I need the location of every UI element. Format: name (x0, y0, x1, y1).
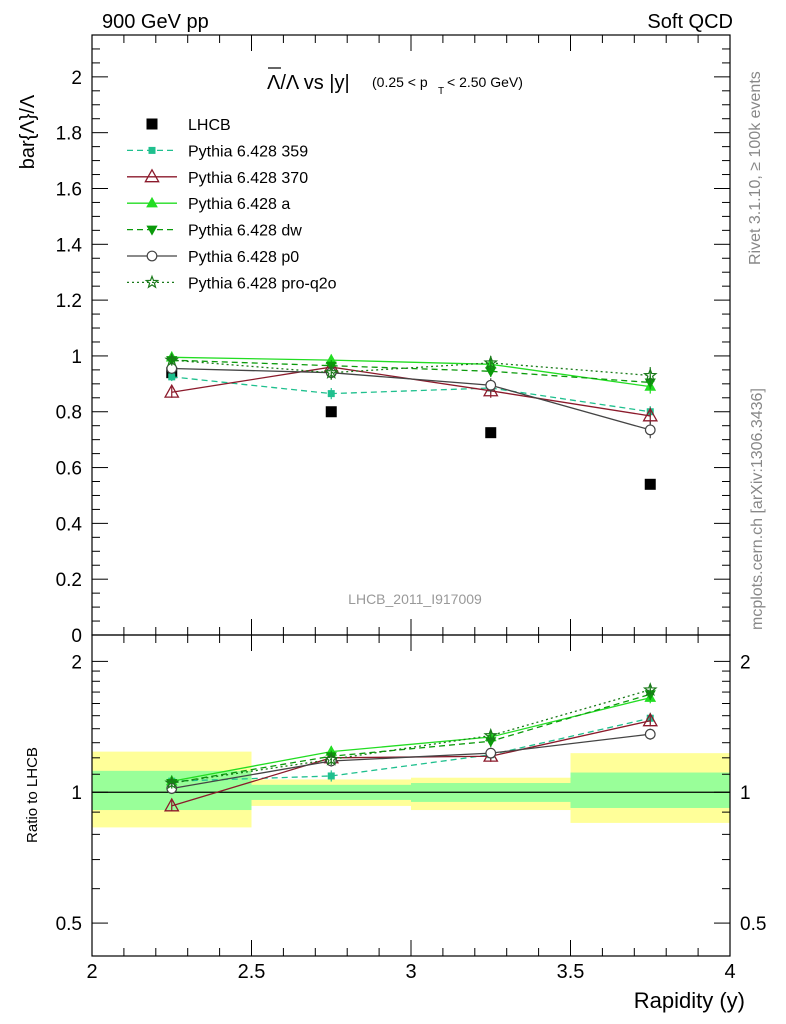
main-ylabel: bar{Λ}/Λ (17, 94, 39, 169)
xtick-label: 3.5 (557, 961, 585, 983)
main-ytick-label: 1.8 (56, 124, 82, 145)
title-range-open: (0.25 < p (372, 74, 428, 90)
ratio-frame (91, 634, 731, 957)
ratio-ytick-label: 1 (71, 783, 82, 804)
header-right: Soft QCD (647, 11, 733, 33)
ratio-ytick-label-right: 0.5 (740, 914, 766, 935)
ratio-ytick-label-right: 2 (740, 652, 751, 673)
main-data-point (482, 382, 499, 397)
main-data-point (642, 407, 659, 422)
header-left: 900 GeV pp (102, 11, 209, 33)
main-ytick-label: 0.4 (56, 514, 83, 535)
main-ytick-label: 0.2 (56, 570, 82, 591)
chart-title: Λ/Λ vs |y| (0.25 < p T < 2.50 GeV) (267, 67, 523, 97)
ratio-xaxis: 2 2.5 3 3.5 4 (86, 635, 736, 983)
main-yaxis: 0 0.2 0.4 0.6 0.8 1 1.2 1.4 1.6 1.8 2 (56, 48, 730, 647)
title-range-close: < 2.50 GeV) (447, 74, 523, 90)
title-main: Λ/Λ vs |y| (267, 72, 350, 94)
main-data-point (168, 373, 176, 381)
legend-marker (148, 146, 156, 154)
main-ytick-label: 1.2 (56, 291, 82, 312)
main-ytick-label: 2 (71, 68, 82, 89)
legend-label: Pythia 6.428 p0 (188, 249, 299, 266)
ratio-data-point (163, 797, 180, 812)
main-series-layer (163, 350, 659, 490)
main-data-point (485, 427, 497, 439)
ratio-series-line (171, 689, 651, 784)
ratio-data-point (642, 682, 658, 697)
main-data-point (327, 390, 335, 398)
main-series-line (171, 376, 651, 413)
main-ytick-label: 1.4 (56, 235, 83, 256)
main-ytick-label: 1 (71, 347, 82, 368)
legend: LHCB Pythia 6.428 359 Pythia 6.428 370 Pyth… (127, 117, 337, 292)
main-ytick-label: 0.8 (56, 403, 82, 424)
main-data-point (323, 364, 339, 379)
ratio-data-point (485, 747, 497, 759)
legend-label: Pythia 6.428 dw (188, 223, 302, 240)
ratio-series-line (171, 693, 651, 784)
ratio-yaxis: 0.5 0.5 1 1 2 2 (56, 652, 767, 935)
xtick-label: 2.5 (238, 961, 266, 983)
ratio-data-point (642, 712, 659, 727)
rivet-label: Rivet 3.1.10, ≥ 100k events (747, 71, 764, 265)
ratio-data-point (327, 772, 335, 780)
ratio-series-line (171, 733, 651, 790)
ratio-ytick-label: 0.5 (56, 914, 82, 935)
main-data-point (644, 478, 656, 490)
legend-marker (146, 250, 158, 262)
legend-marker (144, 274, 160, 289)
ratio-panel: 0.5 0.5 1 1 2 2 2 2.5 3 3.5 4 Ratio to LHCB Rapid… (24, 634, 767, 1013)
legend-label: Pythia 6.428 370 (188, 170, 308, 187)
main-panel: 0 0.2 0.4 0.6 0.8 1 1.2 1.4 1.6 1.8 2 bar{Λ}/Λ LHC… (17, 34, 731, 647)
legend-marker (146, 196, 158, 208)
main-data-point (483, 355, 499, 370)
title-subscript: T (438, 86, 444, 97)
main-ytick-label: 0 (71, 626, 82, 647)
ratio-series-layer (163, 682, 659, 812)
ratio-data-point (483, 727, 499, 742)
main-series-line (171, 367, 651, 431)
xtick-label: 3 (405, 961, 416, 983)
ratio-series-line (171, 717, 651, 782)
legend-label: LHCB (188, 117, 231, 134)
main-data-point (163, 383, 180, 398)
main-ytick-label: 0.6 (56, 459, 82, 480)
main-data-point (642, 367, 658, 382)
main-series-line (171, 366, 651, 417)
ratio-data-point (323, 751, 339, 766)
legend-label: Pythia 6.428 a (188, 196, 290, 213)
mcplots-label: mcplots.cern.ch [arXiv:1306.3436] (749, 388, 766, 630)
legend-label: Pythia 6.428 359 (188, 143, 308, 160)
main-series-line (171, 356, 651, 388)
ratio-data-point (644, 728, 656, 740)
x-axis-label: Rapidity (y) (634, 988, 745, 1013)
ratio-data-point (164, 775, 180, 790)
legend-marker (144, 168, 160, 183)
xtick-label: 4 (724, 961, 735, 983)
main-data-point (485, 379, 497, 391)
ratio-ylabel: Ratio to LHCB (24, 747, 41, 843)
legend-marker (146, 225, 158, 236)
ratio-ytick-label-right: 1 (740, 783, 751, 804)
main-ytick-label: 1.6 (56, 179, 82, 200)
main-watermark: LHCB_2011_I917009 (348, 591, 482, 607)
legend-label: Pythia 6.428 pro-q2o (188, 275, 337, 292)
main-data-point (644, 424, 656, 436)
ratio-bands (92, 751, 730, 828)
xtick-label: 2 (86, 961, 97, 983)
main-data-point (325, 406, 337, 418)
main-data-point (164, 352, 180, 367)
ratio-band-inner (570, 772, 730, 808)
legend-marker (146, 118, 158, 130)
ratio-ytick-label: 2 (71, 652, 82, 673)
